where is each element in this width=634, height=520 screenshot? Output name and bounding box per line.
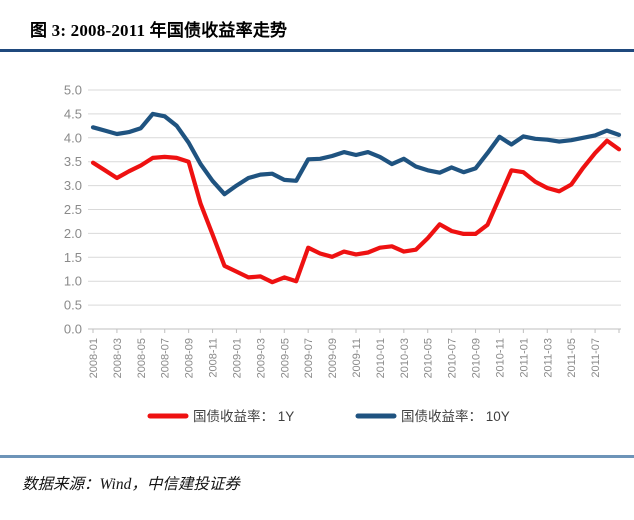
x-axis-label: 2009-09 bbox=[327, 338, 339, 378]
y-axis-label: 1.5 bbox=[64, 250, 82, 265]
y-axis-label: 5.0 bbox=[64, 83, 82, 98]
y-axis-label: 3.5 bbox=[64, 154, 82, 169]
y-axis-label: 4.5 bbox=[64, 106, 82, 121]
x-axis-label: 2009-07 bbox=[303, 338, 315, 378]
title-rule bbox=[0, 49, 634, 52]
x-axis-label: 2011-05 bbox=[566, 338, 578, 378]
x-axis-label: 2009-01 bbox=[231, 338, 243, 378]
data-source-text: 数据来源：Wind，中信建投证券 bbox=[22, 476, 240, 493]
x-axis-label: 2010-11 bbox=[494, 338, 506, 378]
x-axis-label: 2008-07 bbox=[160, 338, 172, 378]
x-axis-label: 2011-07 bbox=[590, 338, 602, 378]
x-axis-label: 2010-01 bbox=[375, 338, 387, 378]
x-axis-label: 2009-11 bbox=[351, 338, 363, 378]
y-axis-label: 4.0 bbox=[64, 130, 82, 145]
legend-label-10y: 国债收益率： 10Y bbox=[401, 408, 510, 424]
y-axis-label: 3.0 bbox=[64, 178, 82, 193]
footer: 数据来源：Wind，中信建投证券 bbox=[0, 458, 634, 494]
x-axis-label: 2010-07 bbox=[447, 338, 459, 378]
y-axis-label: 0.5 bbox=[64, 298, 82, 313]
figure-title: 图 3: 2008-2011 年国债收益率走势 bbox=[30, 21, 288, 40]
x-axis-label: 2009-03 bbox=[255, 338, 267, 378]
footer-rule bbox=[0, 455, 634, 458]
series-line-10y bbox=[90, 111, 622, 197]
x-axis-label: 2008-11 bbox=[208, 338, 220, 378]
x-axis-label: 2009-05 bbox=[279, 338, 291, 378]
figure-title-row: 图 3: 2008-2011 年国债收益率走势 bbox=[0, 0, 634, 41]
legend-label-1y: 国债收益率： 1Y bbox=[193, 408, 294, 424]
bond-yield-line-chart: 0.0 0.5 1.0 1.5 2.0 2.5 3.0 3.5 4.0 4.5 5.0 2008-01… bbox=[64, 83, 622, 424]
x-axis-label: 2010-09 bbox=[471, 338, 483, 378]
x-axis-label: 2010-03 bbox=[399, 338, 411, 378]
y-axis-label: 2.0 bbox=[64, 226, 82, 241]
y-axis-label: 1.0 bbox=[64, 274, 82, 289]
x-axis-label: 2011-01 bbox=[518, 338, 530, 378]
x-axis-label: 2008-03 bbox=[112, 338, 124, 378]
series-line-1y bbox=[90, 138, 622, 285]
x-axis-label: 2008-09 bbox=[184, 338, 196, 378]
y-axis-label: 0.0 bbox=[64, 322, 82, 337]
x-axis-label: 2008-05 bbox=[136, 338, 148, 378]
x-axis-label: 2010-05 bbox=[423, 338, 435, 378]
x-axis-label: 2008-01 bbox=[88, 338, 100, 378]
y-axis-label: 2.5 bbox=[64, 202, 82, 217]
x-axis-label: 2011-03 bbox=[542, 338, 554, 378]
